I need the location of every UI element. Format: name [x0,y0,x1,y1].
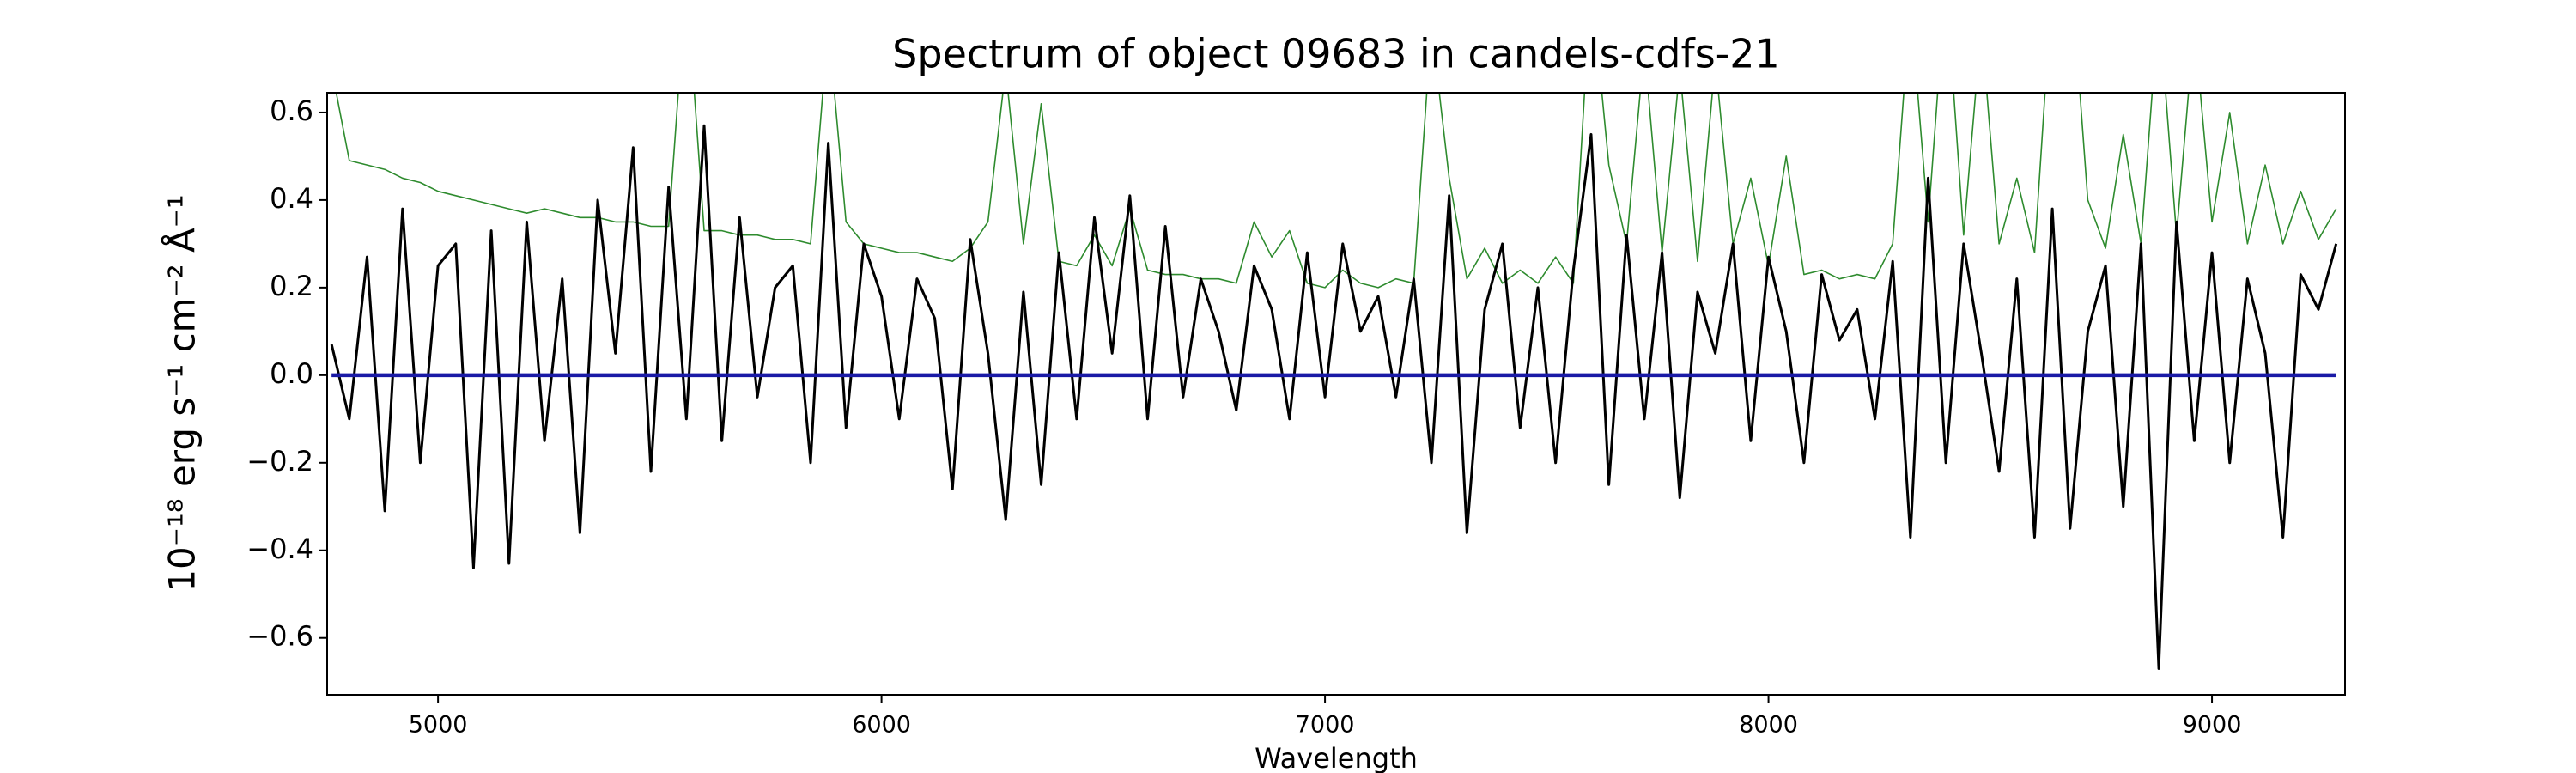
spectrum-line [330,124,2338,670]
y-tick-label: 0.4 [270,182,313,215]
x-tick-label: 8000 [1739,712,1798,739]
chart-title: Spectrum of object 09683 in candels-cdfs… [892,31,1780,77]
y-axis-label: 10⁻¹⁸ erg s⁻¹ cm⁻² Å⁻¹ [161,194,204,592]
x-tick-label: 9000 [2183,712,2242,739]
x-tick-label: 6000 [852,712,911,739]
y-tick-label: 0.0 [270,357,313,390]
series-layer [330,93,2338,670]
x-axis-label: Wavelength [1255,742,1418,773]
y-tick-label: 0.6 [270,94,313,127]
x-tick-label: 5000 [409,712,468,739]
plot-frame [326,92,2346,696]
y-tick-label: 0.2 [270,270,313,302]
y-tick-label: −0.4 [246,533,313,565]
y-tick-label: −0.6 [246,620,313,653]
y-tick-label: −0.2 [246,445,313,478]
x-tick-label: 7000 [1296,712,1355,739]
